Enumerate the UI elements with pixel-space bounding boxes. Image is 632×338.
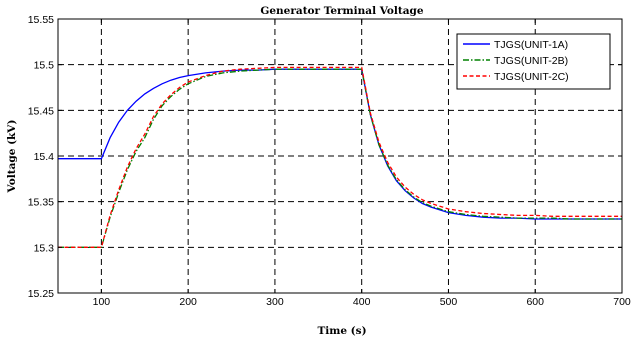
x-tick-label: 100 [93,296,111,308]
x-tick-label: 600 [526,296,544,308]
series-line-3 [58,66,622,248]
axis-ticks: 100 200 300 400 500 600 700 15.25 15.3 15.35 15.4 1… [28,14,631,308]
x-tick-label: 400 [353,296,371,308]
series-lines [58,66,622,248]
y-axis-label: Voltage (kV) [6,120,18,194]
chart-title: Generator Terminal Voltage [260,5,424,17]
y-tick-label: 15.35 [28,197,54,209]
legend-label-2: TJGS(UNIT-2B) [494,55,568,67]
y-tick-label: 15.3 [34,242,55,254]
series-line-1 [58,68,622,220]
legend-label-3: TJGS(UNIT-2C) [494,71,569,83]
series-line-2 [58,68,622,248]
x-tick-label: 500 [440,296,458,308]
legend-label-1: TJGS(UNIT-1A) [494,39,568,51]
x-tick-label: 700 [613,296,631,308]
y-tick-label: 15.4 [34,151,55,163]
grid-lines [58,19,622,293]
x-axis-label: Time (s) [317,325,366,337]
legend-box [456,33,611,90]
x-tick-label: 200 [179,296,197,308]
y-tick-label: 15.5 [34,60,55,72]
x-tick-label: 300 [266,296,284,308]
legend: TJGS(UNIT-1A) TJGS(UNIT-2B) TJGS(UNIT-2C) [456,33,611,90]
y-tick-label: 15.55 [28,14,54,26]
y-tick-label: 15.45 [28,105,54,117]
y-tick-label: 15.25 [28,288,54,300]
